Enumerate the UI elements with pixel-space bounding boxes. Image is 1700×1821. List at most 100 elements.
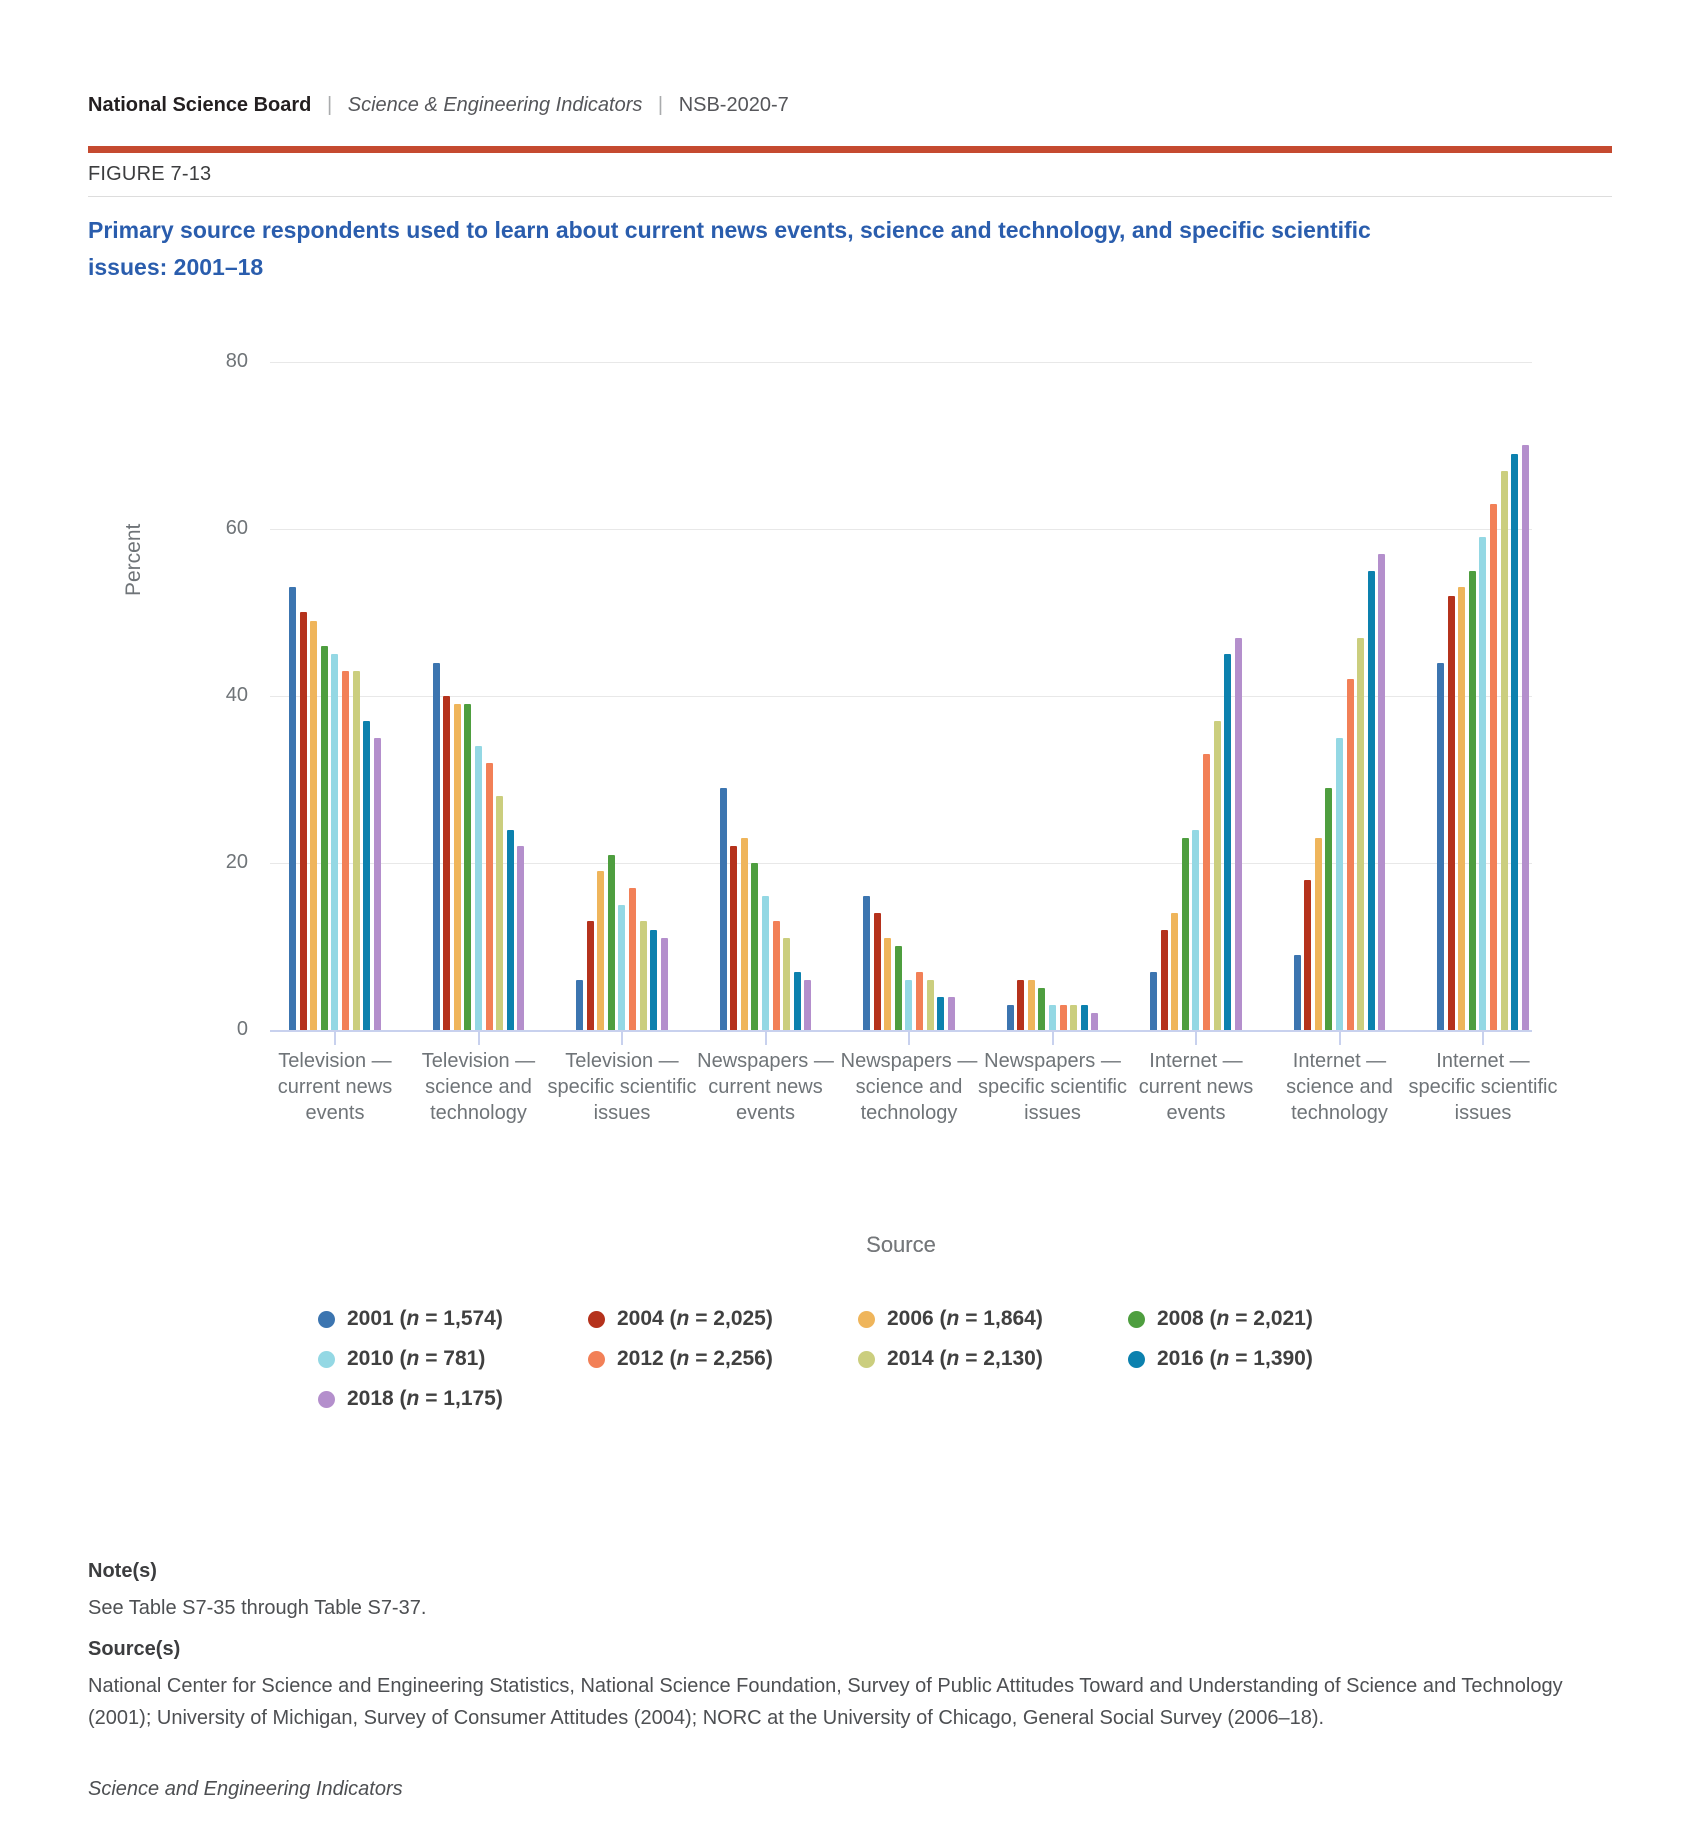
- bar-2001: [863, 896, 870, 1030]
- legend-label-2014: 2014 (n = 2,130): [887, 1347, 1043, 1370]
- legend-swatch-2004: [588, 1310, 605, 1328]
- bar-2010: [331, 654, 339, 1030]
- legend-label-2008: 2008 (n = 2,021): [1157, 1307, 1313, 1330]
- bar-2006: [740, 838, 748, 1030]
- bar-2010: [1192, 830, 1200, 1030]
- legend-swatch-2008: [1128, 1310, 1145, 1328]
- legend-label-2006: 2006 (n = 1,864): [887, 1307, 1043, 1330]
- bar-2012: [629, 888, 636, 1030]
- bar-2001: [576, 980, 583, 1030]
- bar-2008: [1181, 838, 1189, 1030]
- bar-2012: [772, 921, 780, 1030]
- bar-2006: [1458, 587, 1466, 1030]
- x-axis-tick: [1051, 1032, 1054, 1045]
- bar-2018: [804, 980, 812, 1030]
- notes-body: See Table S7-35 through Table S7-37.: [88, 1597, 427, 1619]
- x-axis-tick: [1482, 1032, 1484, 1045]
- gridline: [270, 696, 1532, 697]
- bar-2008: [894, 946, 902, 1030]
- bar-2016: [1080, 1005, 1088, 1030]
- x-axis-label: Television — specific scientific issues: [547, 1050, 697, 1124]
- bar-2012: [485, 763, 493, 1030]
- legend-title: Source: [866, 1232, 936, 1257]
- legend-item-2014[interactable]: 2014 (n = 2,130): [858, 1346, 1043, 1372]
- bar-2018: [660, 938, 668, 1030]
- legend-item-2008[interactable]: 2008 (n = 2,021): [1128, 1306, 1313, 1332]
- y-axis-tick-label: 80: [225, 350, 248, 372]
- legend-swatch-2018: [318, 1390, 335, 1408]
- bar-2016: [1367, 571, 1375, 1030]
- x-axis-label: Television — science and technology: [421, 1050, 536, 1124]
- x-axis-tick: [1338, 1032, 1341, 1045]
- gridline: [270, 529, 1532, 530]
- bar-2006: [453, 704, 461, 1030]
- legend-item-2004[interactable]: 2004 (n = 2,025): [588, 1306, 773, 1332]
- sources-heading: Source(s): [88, 1638, 181, 1660]
- legend-label-2012: 2012 (n = 2,256): [617, 1347, 773, 1370]
- legend-swatch-2006: [858, 1310, 875, 1328]
- bar-2012: [1346, 679, 1354, 1030]
- bar-2004: [586, 921, 594, 1030]
- x-axis-tick: [477, 1032, 480, 1045]
- legend-item-2001[interactable]: 2001 (n = 1,574): [318, 1306, 503, 1332]
- bar-2006: [1314, 838, 1322, 1030]
- bar-2012: [1203, 754, 1210, 1030]
- bar-2006: [597, 871, 605, 1030]
- legend-item-2016[interactable]: 2016 (n = 1,390): [1128, 1346, 1313, 1372]
- accent-rule: [88, 146, 1612, 153]
- legend-swatch-2001: [318, 1310, 335, 1328]
- bar-2010: [1335, 738, 1343, 1030]
- bar-2014: [1070, 1005, 1078, 1030]
- x-axis-label: Newspapers — current news events: [697, 1050, 834, 1124]
- bar-2004: [299, 612, 307, 1030]
- bar-2008: [1325, 788, 1333, 1030]
- legend-item-2018[interactable]: 2018 (n = 1,175): [318, 1386, 503, 1412]
- x-axis-label: Internet — specific scientific issues: [1408, 1050, 1558, 1124]
- x-axis-label: Internet — science and technology: [1286, 1050, 1393, 1124]
- bar-2004: [1160, 930, 1168, 1030]
- x-axis-tick: [621, 1032, 623, 1045]
- legend-item-2006[interactable]: 2006 (n = 1,864): [858, 1306, 1043, 1332]
- bar-2016: [363, 721, 371, 1030]
- bar-2012: [1490, 504, 1497, 1030]
- bar-2016: [1224, 654, 1232, 1030]
- legend-item-2012[interactable]: 2012 (n = 2,256): [588, 1346, 773, 1372]
- bar-2008: [320, 646, 328, 1030]
- bar-2018: [1521, 445, 1529, 1030]
- bar-2014: [1357, 638, 1365, 1030]
- bar-2001: [1150, 972, 1157, 1030]
- bar-2006: [884, 938, 892, 1030]
- masthead-publication: Science & Engineering Indicators: [347, 94, 643, 116]
- bar-2010: [1048, 1005, 1056, 1030]
- x-axis-tick: [764, 1032, 767, 1045]
- bar-2008: [1038, 988, 1046, 1030]
- legend-item-2010[interactable]: 2010 (n = 781): [318, 1346, 485, 1372]
- bar-2018: [373, 738, 381, 1030]
- bar-2008: [607, 855, 615, 1030]
- x-axis-title: Source: [866, 1232, 936, 1257]
- y-axis-tick-label: 0: [236, 1018, 248, 1040]
- legend-swatch-2010: [318, 1350, 335, 1368]
- legend-label-2001: 2001 (n = 1,574): [347, 1307, 503, 1330]
- bar-2016: [793, 972, 801, 1030]
- bar-2010: [761, 896, 769, 1030]
- masthead-org: National Science Board: [88, 94, 312, 116]
- bar-2012: [1059, 1005, 1067, 1030]
- gridline: [270, 362, 1532, 363]
- legend-label-2010: 2010 (n = 781): [347, 1347, 486, 1370]
- bar-2014: [639, 921, 647, 1030]
- legend-swatch-2014: [858, 1350, 875, 1368]
- bar-2018: [947, 997, 955, 1030]
- bar-2010: [905, 980, 913, 1030]
- bar-2004: [443, 696, 451, 1030]
- bar-2014: [352, 671, 360, 1030]
- masthead-separator: |: [326, 94, 333, 116]
- bar-2004: [730, 846, 738, 1030]
- bar-2004: [1017, 980, 1025, 1030]
- masthead-report-id: NSB-2020-7: [678, 94, 789, 116]
- sources-body: National Center for Science and Engineer…: [88, 1675, 1563, 1729]
- bar-2014: [783, 938, 791, 1030]
- bar-2016: [1511, 454, 1519, 1030]
- figure-title: Primary source respondents used to learn…: [88, 217, 1371, 280]
- x-axis-line: [270, 1030, 1532, 1032]
